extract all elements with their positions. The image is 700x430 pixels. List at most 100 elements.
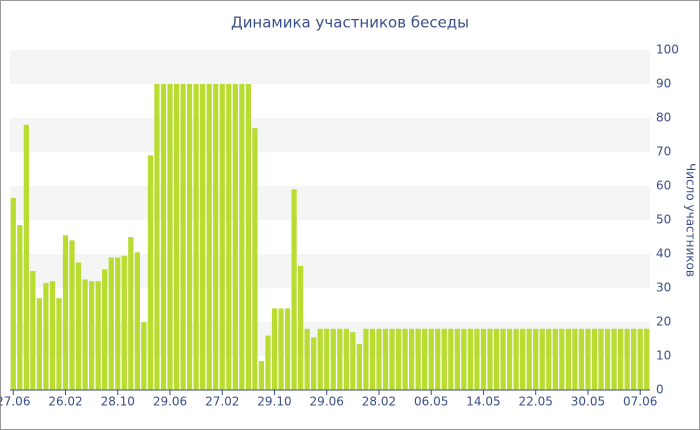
bar [56,298,62,390]
bar [350,332,356,390]
bar [415,328,421,390]
bar [75,262,82,390]
x-tick-label: 29.10 [257,395,291,409]
x-tick-label: 28.02 [362,395,396,409]
bar [193,84,199,390]
bar [324,328,330,390]
bar [585,328,591,390]
bar [23,124,29,391]
bar [102,269,108,390]
bar [232,84,238,390]
y-tick-label: 20 [656,315,671,329]
x-tick-label: 29.06 [153,395,187,409]
x-tick-label: 30.05 [571,395,605,409]
y-tick-label: 60 [656,179,671,193]
bar [95,281,101,390]
bar [121,255,127,390]
bar [317,328,323,390]
bar [69,240,75,390]
bar [506,328,513,390]
y-tick-label: 40 [656,247,671,261]
bar [493,328,500,390]
bar [180,84,186,390]
y-tick-label: 100 [656,43,679,57]
bar [62,235,69,390]
x-tick-label: 27.02 [205,395,239,409]
bar [435,328,441,390]
bar [363,328,369,390]
grid-band [10,50,650,84]
x-tick-label: 29.06 [310,395,344,409]
bar [467,328,474,390]
bar [480,328,487,390]
bar [186,84,193,390]
x-tick-label: 22.05 [519,395,553,409]
bar [226,84,232,390]
y-tick-label: 80 [656,111,671,125]
bar [631,328,637,390]
bar [533,328,539,390]
bar [82,279,88,390]
bar [539,328,545,390]
bar [500,328,506,390]
bar [546,328,552,390]
bar [284,308,291,390]
y-tick-label: 10 [656,349,671,363]
bar [36,298,42,390]
bar [624,328,630,390]
bar [461,328,467,390]
bar [409,328,415,390]
bar [173,84,180,390]
bar [219,84,225,390]
bar [278,308,284,390]
bar [200,84,206,390]
bar [637,328,643,390]
bar [271,308,278,390]
x-tick-label: 26.02 [48,395,82,409]
bar [252,128,258,390]
chart-title: Динамика участников беседы [231,14,469,32]
y-axis-label: Число участников [684,163,698,277]
bar [591,328,598,390]
bar [17,225,23,390]
y-tick-label: 50 [656,213,671,227]
bar [298,265,304,390]
x-tick-label: 27.06 [0,395,30,409]
y-tick-label: 30 [656,281,671,295]
grid-band [10,186,650,220]
bar [356,344,362,390]
bar [395,328,402,390]
bar [10,197,16,390]
y-tick-label: 70 [656,145,671,159]
bar [578,328,585,390]
bar [382,328,389,390]
bar [49,281,56,390]
bar [487,328,493,390]
bar [206,84,212,390]
bar [526,328,532,390]
bar [89,281,95,390]
bar [572,328,578,390]
bar [520,328,526,390]
bar [618,328,624,390]
bar [147,155,154,390]
x-tick-label: 07.06 [623,395,657,409]
bar [422,328,428,390]
bar [598,328,604,390]
bar [337,328,343,390]
bar [454,328,460,390]
bar [128,237,134,390]
bar [644,328,650,390]
bar [304,328,310,390]
bar [565,328,571,390]
bar [389,328,395,390]
bar [428,328,434,390]
bar [43,282,49,390]
bar [115,257,121,390]
bar [369,328,376,390]
bar [291,189,297,390]
y-tick-label: 90 [656,77,671,91]
bar [604,328,611,390]
bar [213,84,219,390]
